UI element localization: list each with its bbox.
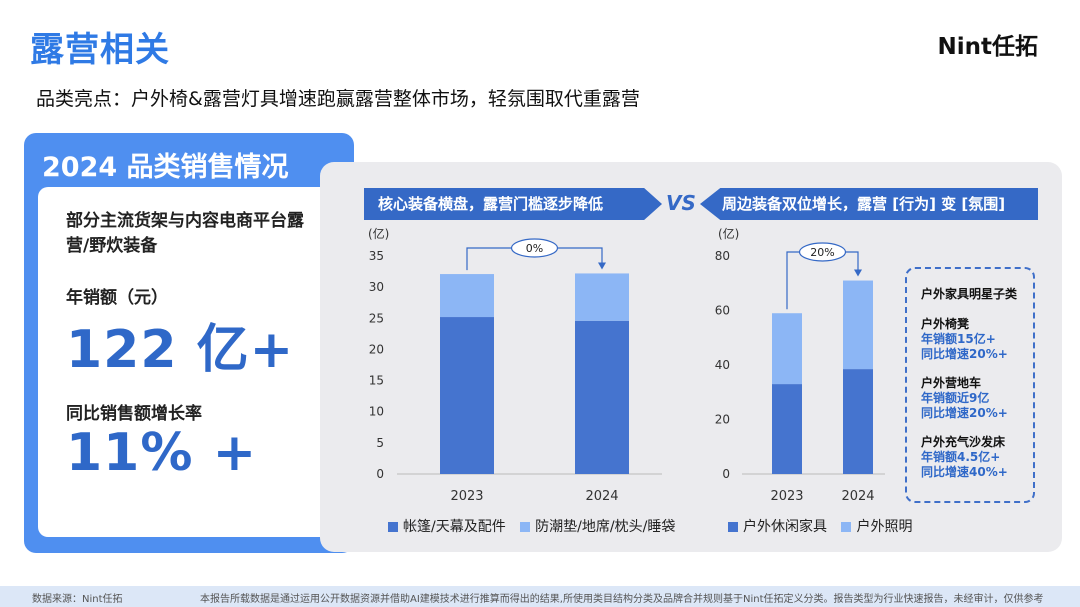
- star-item-sales: 年销额4.5亿+: [921, 450, 1001, 464]
- star-box-title: 户外家具明星子类: [921, 287, 1018, 301]
- page-subtitle: 品类亮点：户外椅&露营灯具增速跑赢露营整体市场，轻氛围取代重露营: [36, 88, 640, 110]
- growth-badge-label: 0%: [526, 242, 543, 255]
- x-tick-label: 2023: [770, 489, 803, 504]
- y-tick-label: 0: [722, 467, 730, 481]
- star-item-sales: 年销额15亿+: [921, 332, 996, 346]
- legend-label: 户外休闲家具: [743, 519, 827, 535]
- legend-label: 帐篷/天幕及配件: [403, 519, 506, 535]
- chart1-legend: 帐篷/天幕及配件 防潮垫/地席/枕头/睡袋: [388, 516, 685, 536]
- y-tick-label: 60: [715, 304, 730, 318]
- star-item-growth: 同比增速20%+: [921, 406, 1008, 420]
- y-tick-label: 25: [369, 311, 384, 325]
- legend-swatch-dark: [728, 522, 738, 532]
- growth-badge-label: 20%: [810, 246, 834, 259]
- chart2-legend: 户外休闲家具 户外照明: [728, 516, 922, 536]
- x-tick-label: 2024: [585, 489, 618, 504]
- chart1-banner: 核心装备横盘，露营门槛逐步降低: [364, 188, 662, 220]
- growth-arrowhead: [598, 262, 606, 270]
- star-item: 户外营地车 年销额近9亿 同比增速20%+: [921, 376, 1008, 421]
- vs-label: VS: [666, 191, 696, 215]
- summary-scope: 部分主流货架与内容电商平台露营/野炊装备: [66, 211, 304, 256]
- x-tick-label: 2024: [841, 489, 874, 504]
- legend-item: 帐篷/天幕及配件: [388, 519, 506, 535]
- y-tick-label: 20: [369, 342, 384, 356]
- y-tick-label: 40: [715, 358, 730, 372]
- sales-value: 122 亿+: [66, 320, 295, 380]
- y-tick-label: 0: [376, 467, 384, 481]
- star-item-growth: 同比增速20%+: [921, 347, 1008, 361]
- legend-swatch-light: [520, 522, 531, 532]
- footer-source: 数据来源：Nint任拓: [32, 594, 123, 605]
- star-item-name: 户外营地车: [921, 376, 982, 390]
- footer-note: 本报告所载数据是通过运用公开数据资源并借助AI建模技术进行推算而得出的结果,所使…: [200, 594, 1044, 605]
- star-subcategory-box: 户外家具明星子类 户外椅凳 年销额15亿+ 同比增速20%+ 户外营地车 年销额…: [905, 267, 1035, 503]
- growth-value: 11% +: [66, 423, 258, 483]
- bar-segment: [843, 369, 873, 474]
- star-item-growth: 同比增速40%+: [921, 465, 1008, 479]
- star-item-name: 户外椅凳: [921, 317, 970, 331]
- bar-segment: [440, 317, 494, 474]
- x-tick-label: 2023: [450, 489, 483, 504]
- bar-segment: [575, 320, 629, 474]
- brand-logo: Nint任拓: [937, 34, 1038, 60]
- star-item: 户外椅凳 年销额15亿+ 同比增速20%+: [921, 317, 1008, 362]
- growth-badge: [510, 238, 559, 258]
- footer-bar: 数据来源：Nint任拓 本报告所载数据是通过运用公开数据资源并借助AI建模技术进…: [0, 586, 1080, 607]
- summary-inner: 部分主流货架与内容电商平台露营/野炊装备 年销额（元） 122 亿+ 同比销售额…: [38, 187, 338, 537]
- star-item: 户外充气沙发床 年销额4.5亿+ 同比增速40%+: [921, 435, 1008, 480]
- bar-segment: [440, 274, 494, 318]
- y-tick-label: 80: [715, 249, 730, 263]
- legend-item: 户外照明: [841, 519, 912, 535]
- chart1-plot: (亿) 0 5 10 15 20 25 30 35 2023 2024 0%: [368, 226, 662, 504]
- y-tick-label: 5: [376, 436, 384, 450]
- legend-item: 户外休闲家具: [728, 519, 827, 535]
- legend-swatch-dark: [388, 522, 398, 532]
- sales-label: 年销额（元）: [66, 288, 168, 308]
- bar-segment: [772, 384, 802, 474]
- y-tick-label: 15: [369, 374, 384, 388]
- summary-heading: 2024 品类销售情况: [42, 152, 289, 183]
- star-item-name: 户外充气沙发床: [921, 435, 1006, 449]
- y-tick-label: 10: [369, 405, 384, 419]
- bar-segment: [843, 280, 873, 370]
- y-tick-label: 20: [715, 413, 730, 427]
- summary-card: 2024 品类销售情况 部分主流货架与内容电商平台露营/野炊装备 年销额（元） …: [24, 133, 354, 553]
- growth-label: 同比销售额增长率: [66, 404, 202, 424]
- chart2-banner: 周边装备双位增长，露营 [行为] 变 [氛围]: [700, 188, 1038, 220]
- growth-arrowhead: [854, 269, 862, 277]
- bar-segment: [575, 273, 629, 321]
- growth-badge: [798, 242, 847, 262]
- y-unit-label: (亿): [718, 226, 739, 241]
- legend-swatch-light: [841, 522, 852, 532]
- chart2-plot: (亿) 0 20 40 60 80 2023 2024 20%: [715, 226, 885, 504]
- star-item-sales: 年销额近9亿: [921, 391, 990, 405]
- bar-segment: [772, 313, 802, 385]
- page-title: 露营相关: [30, 30, 170, 70]
- legend-label: 防潮垫/地席/枕头/睡袋: [535, 519, 676, 535]
- legend-label: 户外照明: [856, 519, 913, 535]
- legend-item: 防潮垫/地席/枕头/睡袋: [520, 519, 675, 535]
- y-tick-label: 35: [369, 249, 384, 263]
- y-tick-label: 30: [369, 280, 384, 294]
- y-unit-label: (亿): [368, 226, 389, 241]
